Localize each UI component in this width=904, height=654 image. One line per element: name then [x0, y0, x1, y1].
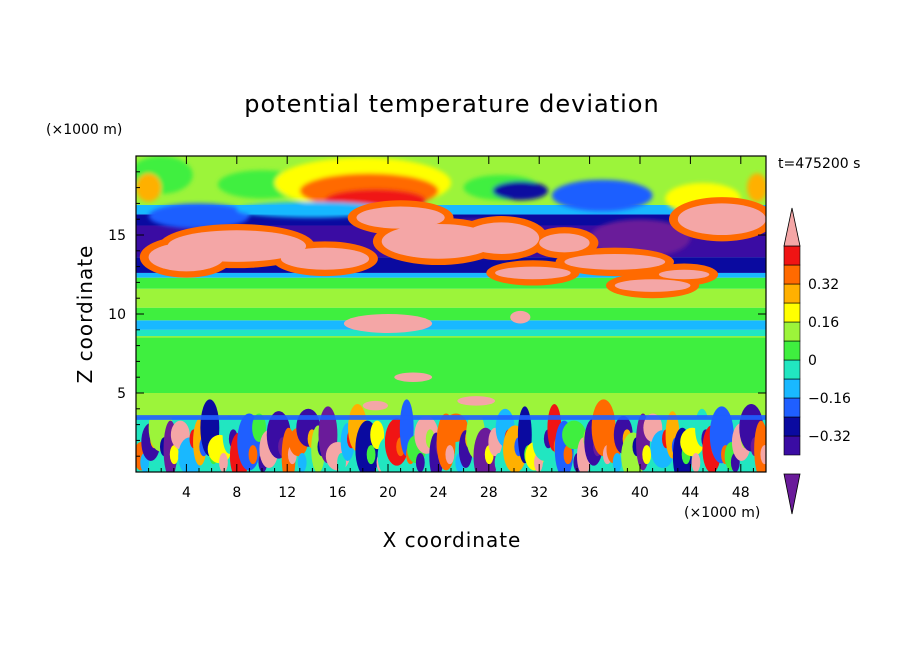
- field-blob: [415, 453, 425, 472]
- field-band: [136, 277, 766, 289]
- x-tick-label: 32: [530, 485, 548, 501]
- field-blob: [148, 242, 225, 272]
- x-tick-label: 8: [232, 485, 241, 501]
- x-tick-label: 48: [732, 485, 750, 501]
- field-blob: [612, 453, 622, 472]
- field-blob: [564, 253, 666, 270]
- colorbar-tick-label: 0.16: [808, 315, 839, 331]
- x-tick-label: 20: [379, 485, 397, 501]
- field-band: [136, 204, 766, 215]
- x-axis-unit: (×1000 m): [684, 505, 760, 521]
- time-label: t=475200 s: [778, 156, 860, 172]
- x-tick-label: 40: [631, 485, 649, 501]
- field-blob: [642, 445, 652, 465]
- field-blob: [539, 233, 590, 253]
- colorbar-extend-top: [783, 207, 801, 247]
- x-tick-label: 24: [429, 485, 447, 501]
- field-blob: [495, 266, 571, 280]
- x-tick-label: 12: [278, 485, 296, 501]
- field-blob: [136, 173, 162, 202]
- field-band: [136, 272, 766, 278]
- colorbar-tick-label: 0: [808, 353, 817, 369]
- x-tick-label: 36: [581, 485, 599, 501]
- y-tick-label: 10: [108, 307, 126, 323]
- field-blob: [219, 453, 228, 472]
- colorbar-swatch: [783, 302, 801, 323]
- colorbar-swatch: [783, 264, 801, 285]
- field-blob: [563, 445, 573, 465]
- colorbar-tick-label: 0.32: [808, 277, 839, 293]
- x-tick-label: 28: [480, 485, 498, 501]
- colorbar-swatch: [783, 359, 801, 380]
- colorbar-swatch: [783, 283, 801, 304]
- contour-field: [136, 156, 766, 472]
- field-band: [136, 320, 766, 330]
- colorbar-tick-label: −0.16: [808, 391, 851, 407]
- field-patches: [136, 197, 766, 472]
- field-blob: [492, 181, 549, 201]
- x-tick-label: 44: [681, 485, 699, 501]
- x-axis-title: X coordinate: [383, 528, 522, 552]
- field-blob: [760, 445, 766, 465]
- boundary-layer-top: [136, 415, 766, 420]
- field-band: [136, 329, 766, 337]
- field-blob: [366, 445, 376, 465]
- field-blob: [677, 203, 766, 235]
- field-band: [136, 337, 766, 393]
- field-blob: [343, 314, 433, 333]
- field-blob: [356, 206, 445, 229]
- y-tick-label: 15: [108, 228, 126, 244]
- y-axis: 5 10 15: [108, 171, 766, 457]
- x-tick-label: 4: [182, 485, 191, 501]
- colorbar-swatch: [783, 321, 801, 342]
- field-blob: [457, 396, 496, 406]
- field-blob: [248, 445, 258, 465]
- colorbar-tick-label: −0.32: [808, 429, 851, 445]
- colorbar-swatch: [783, 378, 801, 399]
- field-blob: [463, 222, 540, 254]
- field-blob: [148, 203, 250, 229]
- field-blob: [494, 453, 504, 472]
- field-blob: [658, 269, 710, 280]
- colorbar: −0.32 −0.16 0 0.16 0.32: [783, 207, 851, 515]
- x-tick-label: 16: [329, 485, 347, 501]
- field-blob: [297, 453, 307, 472]
- field-blob: [551, 179, 653, 212]
- field-band: [136, 288, 766, 308]
- field-blob: [337, 453, 346, 472]
- colorbar-swatch: [783, 435, 801, 456]
- field-blob: [169, 445, 179, 465]
- y-axis-unit: (×1000 m): [46, 122, 122, 138]
- field-blob: [252, 413, 266, 442]
- field-blob: [394, 372, 433, 382]
- y-axis-title: Z coordinate: [73, 245, 97, 384]
- field-blob: [691, 453, 701, 472]
- field-blob: [747, 173, 766, 202]
- field-blob: [362, 400, 388, 411]
- field-band: [136, 307, 766, 321]
- field-blob: [510, 310, 531, 324]
- field-blob: [370, 420, 385, 450]
- field-blob: [445, 445, 455, 465]
- colorbar-swatch: [783, 397, 801, 418]
- colorbar-extend-bottom: [783, 473, 801, 515]
- colorbar-swatch: [783, 416, 801, 437]
- field-blob: [280, 247, 370, 270]
- x-axis: 4 8 12 16 20 24 28 32 36 40 44 48: [148, 156, 754, 501]
- field-blob: [614, 279, 691, 292]
- chart-title: potential temperature deviation: [244, 90, 659, 118]
- colorbar-swatch: [783, 245, 801, 266]
- colorbar-swatch: [783, 340, 801, 361]
- y-tick-label: 5: [117, 386, 126, 402]
